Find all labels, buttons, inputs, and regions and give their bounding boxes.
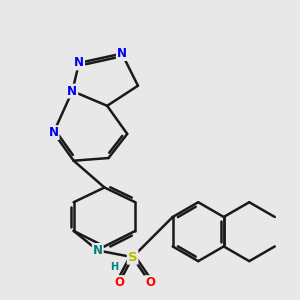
Text: N: N (67, 85, 77, 98)
Text: N: N (49, 126, 58, 139)
Text: N: N (74, 56, 84, 69)
Text: H: H (110, 262, 118, 272)
Text: O: O (114, 276, 124, 289)
Text: N: N (93, 244, 103, 257)
Text: S: S (128, 250, 137, 264)
Text: N: N (117, 47, 127, 60)
Text: O: O (145, 276, 155, 289)
